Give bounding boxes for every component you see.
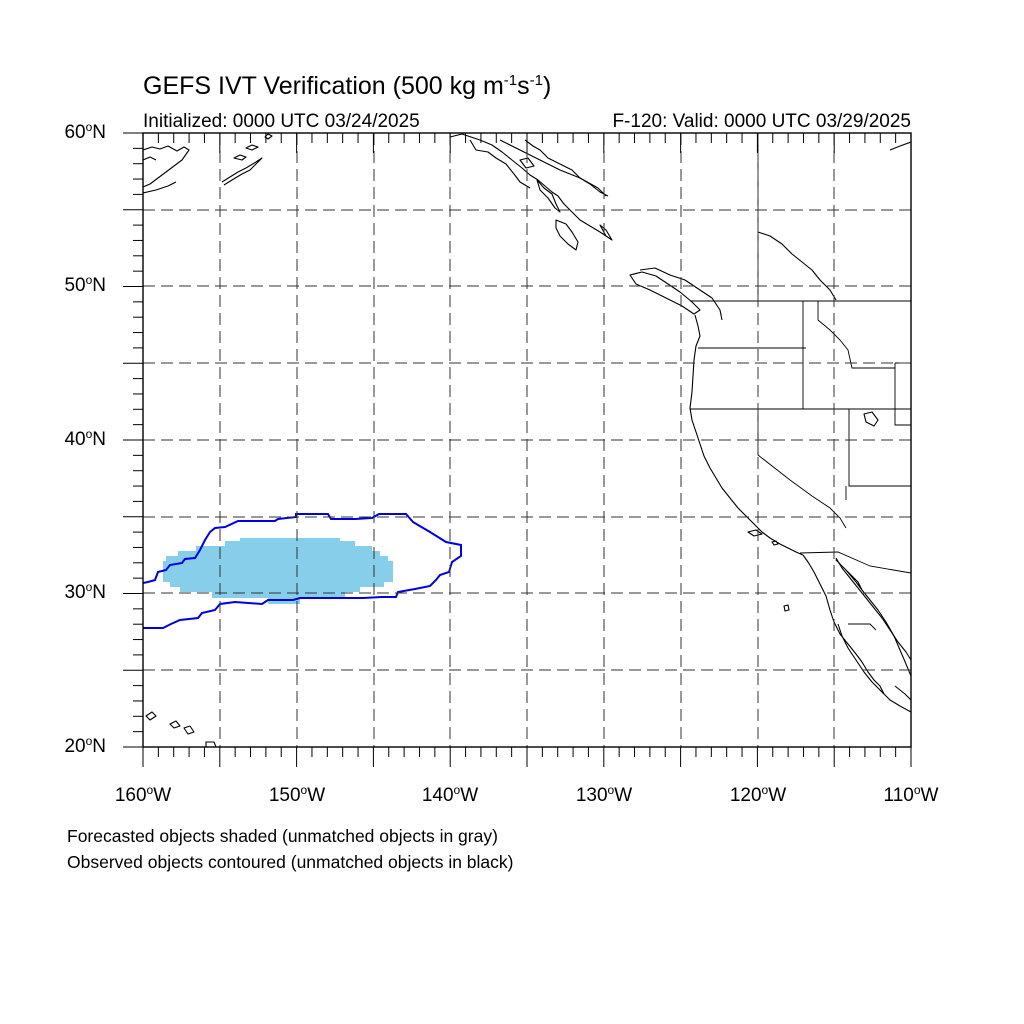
axis-ticks — [123, 132, 912, 767]
chart-title: GEFS IVT Verification (500 kg m-1s-1) — [143, 72, 552, 100]
lat-label-40n: 40oN — [64, 427, 106, 450]
coastlines — [143, 133, 911, 747]
lat-label-30n: 30oN — [64, 580, 106, 603]
lon-label-150w: 150oW — [268, 783, 326, 806]
lat-label-60n: 60oN — [64, 120, 106, 143]
lat-label-50n: 50oN — [64, 273, 106, 296]
political-borders — [690, 133, 911, 631]
observed-object-contour — [143, 513, 462, 629]
lat-label-20n: 20oN — [64, 734, 106, 757]
caption-forecast: Forecasted objects shaded (unmatched obj… — [67, 826, 498, 846]
lon-label-140w: 140oW — [421, 783, 479, 806]
lon-label-120w: 120oW — [729, 783, 787, 806]
initialized-time: Initialized: 0000 UTC 03/24/2025 — [143, 111, 420, 132]
lon-label-110w: 110oW — [883, 783, 939, 806]
caption-observed: Observed objects contoured (unmatched ob… — [67, 852, 514, 872]
lon-label-130w: 130oW — [575, 783, 633, 806]
valid-time: F-120: Valid: 0000 UTC 03/29/2025 — [612, 111, 911, 132]
forecast-object-shaded — [163, 538, 393, 604]
lon-label-160w: 160oW — [114, 783, 172, 806]
gridlines — [143, 133, 911, 747]
